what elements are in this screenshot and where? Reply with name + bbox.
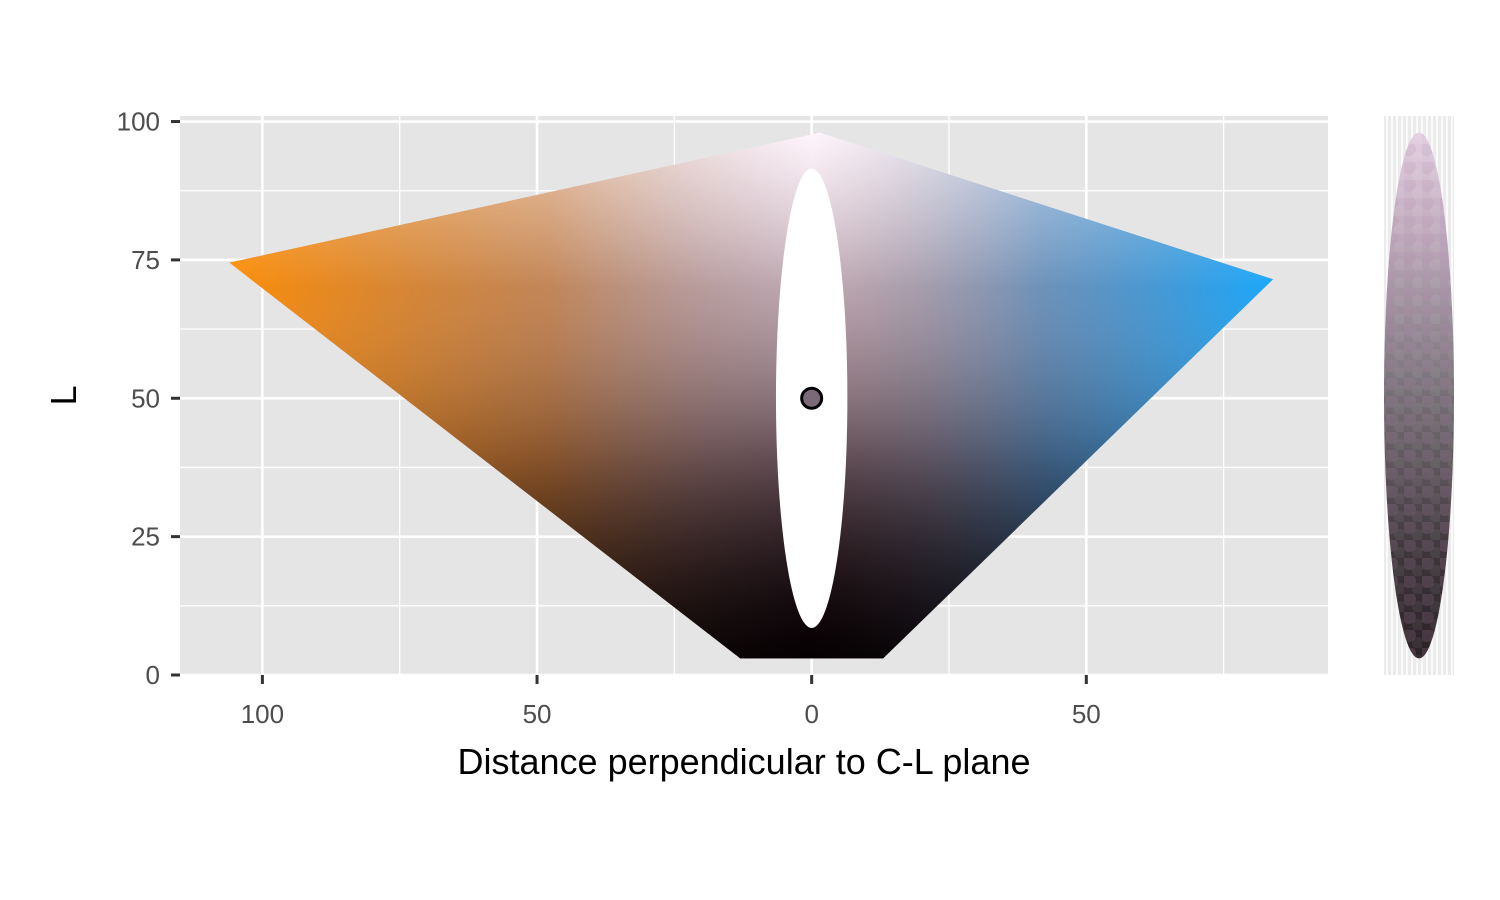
- color-gamut-points: [229, 132, 1274, 659]
- y-tick-label: 0: [146, 660, 160, 690]
- y-axis-title: L: [43, 385, 84, 405]
- x-tick-label: 50: [1072, 699, 1101, 729]
- y-tick-label: 100: [117, 107, 160, 137]
- x-tick-label: 0: [804, 699, 818, 729]
- y-tick-label: 75: [131, 245, 160, 275]
- main-plot-panel: [180, 116, 1328, 677]
- side-panel: [1384, 116, 1454, 675]
- x-axis-title: Distance perpendicular to C-L plane: [458, 741, 1031, 782]
- gamut-shading-layer: [229, 132, 1274, 659]
- side-panel-texture: [1384, 132, 1454, 659]
- axes: 100 50 0 50 0 25 50 75 100 Distance perpendicular…: [43, 107, 1101, 782]
- y-tick-label: 25: [131, 522, 160, 552]
- reference-point: [800, 386, 824, 410]
- x-tick-label: 50: [523, 699, 552, 729]
- x-tick-label: 100: [241, 699, 284, 729]
- y-tick-label: 50: [131, 383, 160, 413]
